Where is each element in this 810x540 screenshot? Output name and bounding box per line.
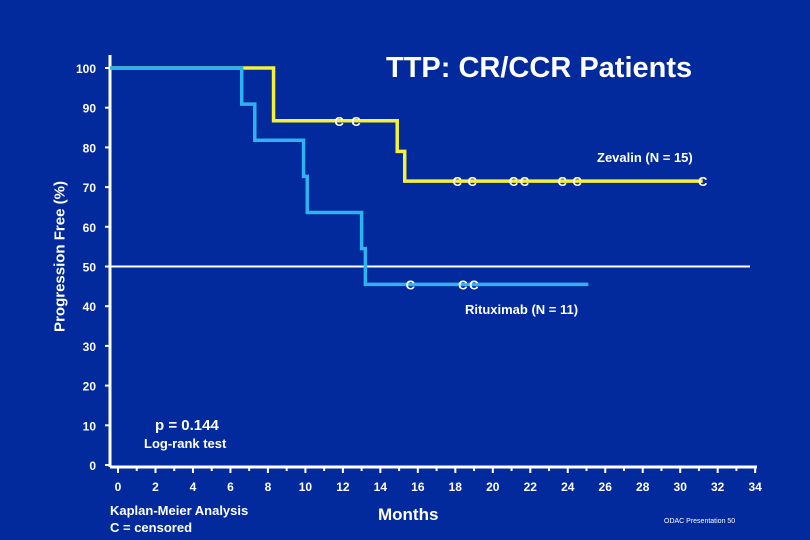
censor-mark: C xyxy=(406,277,416,292)
censor-mark: C xyxy=(572,174,582,189)
x-tick-label: 12 xyxy=(336,480,350,494)
censor-mark: C xyxy=(520,174,530,189)
test-name: Log-rank test xyxy=(144,436,227,451)
legend-rituximab: Rituximab (N = 11) xyxy=(465,302,579,317)
y-tick-label: 10 xyxy=(83,419,97,433)
km-curve-rituximab xyxy=(110,66,589,287)
x-tick-label: 34 xyxy=(748,480,762,494)
x-tick-label: 6 xyxy=(227,480,234,494)
x-axis-label: Months xyxy=(378,505,439,524)
censor-mark: C xyxy=(509,174,519,189)
x-tick-label: 10 xyxy=(299,480,313,494)
y-tick-label: 0 xyxy=(89,459,96,473)
x-tick-label: 26 xyxy=(599,480,613,494)
y-tick-label: 70 xyxy=(83,181,97,195)
censor-mark: C xyxy=(467,174,477,189)
censor-mark: C xyxy=(452,174,462,189)
x-tick-label: 18 xyxy=(449,480,463,494)
x-tick-label: 0 xyxy=(115,480,122,494)
method-note: Kaplan-Meier Analysis xyxy=(110,503,249,518)
x-tick-label: 20 xyxy=(486,480,500,494)
x-tick-label: 30 xyxy=(674,480,688,494)
y-tick-label: 50 xyxy=(83,261,97,275)
x-tick-label: 2 xyxy=(152,480,159,494)
censor-mark: C xyxy=(458,277,468,292)
censor-note: C = censored xyxy=(110,520,193,535)
x-tick-label: 4 xyxy=(190,480,197,494)
y-tick-label: 40 xyxy=(83,300,97,314)
x-tick-label: 22 xyxy=(524,480,538,494)
x-tick-label: 28 xyxy=(636,480,650,494)
y-tick-label: 100 xyxy=(76,62,96,76)
x-tick-label: 8 xyxy=(265,480,272,494)
x-tick-label: 32 xyxy=(711,480,725,494)
y-tick-label: 30 xyxy=(83,340,97,354)
censor-mark: C xyxy=(351,114,361,129)
source-note: ODAC Presentation 50 xyxy=(664,518,736,525)
p-value: p = 0.144 xyxy=(155,417,219,434)
y-tick-label: 90 xyxy=(83,102,97,116)
y-tick-label: 20 xyxy=(83,380,97,394)
x-tick-label: 24 xyxy=(561,480,575,494)
legend-zevalin: Zevalin (N = 15) xyxy=(597,150,693,165)
km-curve-zevalin xyxy=(110,66,703,183)
x-tick-label: 14 xyxy=(374,480,388,494)
y-tick-label: 80 xyxy=(83,141,97,155)
x-tick-label: 16 xyxy=(411,480,425,494)
censor-mark: C xyxy=(469,277,479,292)
y-axis-label: Progression Free (%) xyxy=(51,181,69,332)
censor-mark: C xyxy=(698,174,708,189)
censor-mark: C xyxy=(334,114,344,129)
y-tick-label: 60 xyxy=(83,221,97,235)
censor-mark: C xyxy=(557,174,567,189)
chart-title: TTP: CR/CCR Patients xyxy=(386,52,693,84)
